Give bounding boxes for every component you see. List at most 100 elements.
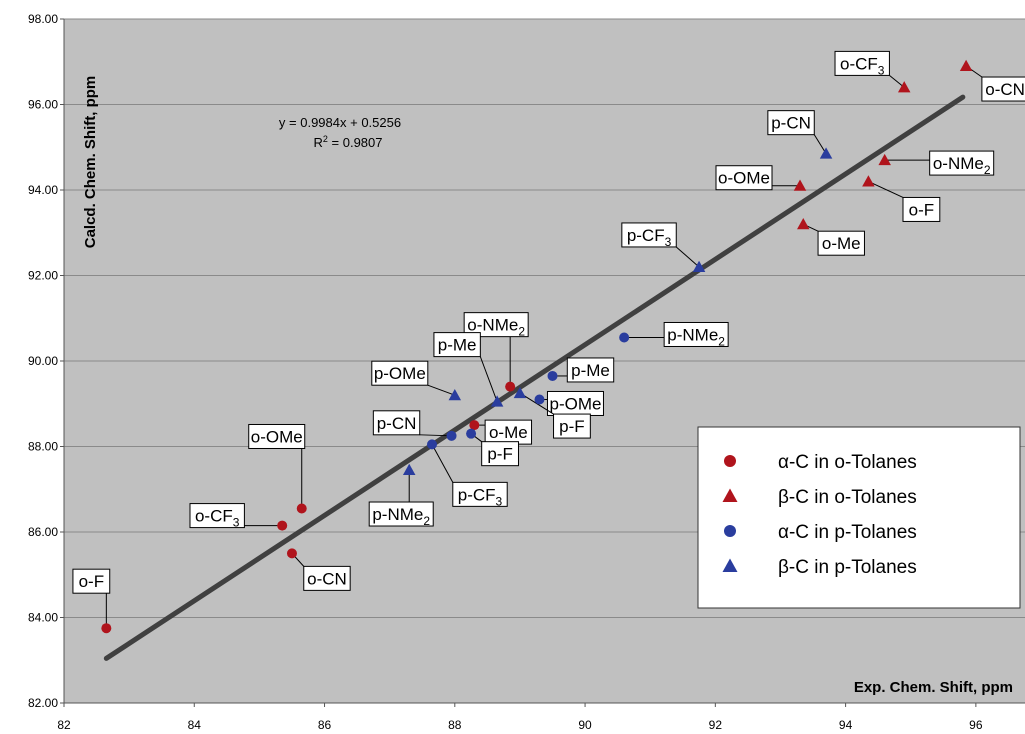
point-label: o-NMe2 (933, 154, 991, 177)
label-box (189, 503, 245, 529)
point-label: o-OMe (718, 169, 770, 188)
y-axis-label: Calcd. Chem. Shift, ppm (82, 76, 99, 249)
point-label: p-F (487, 445, 513, 464)
y-tick-label: 86.00 (28, 525, 58, 539)
label-box (248, 423, 306, 449)
point-label: p-Me (571, 361, 610, 380)
gridlines (64, 18, 1025, 618)
point-label: o-Me (822, 234, 861, 253)
data-point (862, 175, 875, 187)
label-box (715, 165, 773, 191)
trendline-equation: y = 0.9984x + 0.5256 R2 = 0.9807 (279, 115, 401, 150)
data-point (466, 428, 477, 439)
point-label: p-OMe (549, 394, 601, 413)
legend-label: α-C in o-Tolanes (778, 452, 917, 473)
label-box (929, 150, 995, 176)
point-label: o-CF3 (840, 54, 885, 77)
data-point (296, 503, 307, 514)
data-point (724, 455, 736, 467)
point-label: p-CF3 (627, 226, 672, 249)
data-point (427, 439, 438, 450)
point-label: p-NMe2 (667, 325, 725, 348)
point-label: o-F (909, 200, 935, 219)
data-point (505, 381, 516, 392)
y-tick-label: 82.00 (28, 696, 58, 710)
data-point (959, 59, 973, 72)
leader-line (431, 444, 454, 483)
data-point (692, 260, 706, 272)
data-point (878, 153, 891, 166)
leader-line (889, 75, 905, 88)
x-tick-label: 86 (318, 718, 332, 732)
x-tick-label: 90 (578, 718, 592, 732)
point-label: p-NMe2 (372, 505, 430, 528)
label-box (553, 413, 591, 439)
label-box (663, 321, 729, 347)
callout-labels: o-F o-CF3 o-OMe o-CN o-NMe2 o-Me o-CF3 o-CN o-OM… (72, 50, 1025, 629)
x-axis-label: Exp. Chem. Shift, ppm (854, 679, 1013, 696)
leader-line (479, 356, 498, 402)
trendline (103, 94, 966, 661)
leader-line (427, 384, 455, 396)
y-tick-label: 90.00 (28, 354, 58, 368)
y-tick-label: 88.00 (28, 440, 58, 454)
leader-line (813, 134, 827, 154)
legend-box (697, 426, 1021, 609)
y-tick-labels: 82.00 84.00 86.00 88.00 90.00 92.00 94.00 96.00… (28, 12, 64, 710)
legend-label: β-C in o-Tolanes (778, 487, 917, 508)
data-points (101, 59, 973, 634)
label-box (72, 568, 111, 594)
label-box (433, 332, 481, 358)
data-point (446, 430, 457, 441)
x-tick-label: 96 (969, 718, 983, 732)
data-point (724, 525, 736, 537)
leader-line (419, 434, 452, 437)
point-label: p-CN (377, 414, 417, 433)
point-label: o-F (79, 572, 105, 591)
point-label: o-NMe2 (467, 316, 525, 339)
x-tick-label: 92 (709, 718, 723, 732)
data-point (286, 548, 297, 559)
y-tick-label: 92.00 (28, 269, 58, 283)
label-box (546, 390, 604, 416)
point-label: o-CF3 (195, 507, 240, 530)
label-box (834, 50, 890, 76)
data-point (534, 394, 545, 405)
data-point (448, 388, 462, 401)
point-label: o-OMe (251, 427, 303, 446)
data-point (897, 81, 911, 93)
y-tick-label: 84.00 (28, 611, 58, 625)
x-tick-label: 88 (448, 718, 462, 732)
point-label: p-F (559, 417, 585, 436)
equation-text: y = 0.9984x + 0.5256 (279, 115, 401, 130)
y-tick-label: 98.00 (28, 12, 58, 26)
data-point (793, 179, 807, 191)
label-box (303, 565, 351, 591)
label-box (371, 360, 429, 386)
data-point (619, 332, 630, 343)
label-box (981, 76, 1025, 102)
data-point (722, 488, 738, 502)
data-point (469, 420, 480, 431)
data-point (277, 520, 288, 531)
r-squared-text: R2 = 0.9807 (314, 134, 383, 150)
point-label: p-CN (771, 114, 811, 133)
data-point (797, 217, 810, 230)
y-tick-label: 94.00 (28, 183, 58, 197)
y-tick-label: 96.00 (28, 98, 58, 112)
data-point (513, 386, 527, 399)
label-box (481, 441, 519, 467)
data-point (490, 395, 504, 407)
point-label: p-Me (438, 336, 477, 355)
label-box (817, 230, 865, 256)
label-box (566, 357, 615, 383)
label-box (372, 410, 421, 436)
x-tick-label: 84 (188, 718, 202, 732)
legend-label: β-C in p-Tolanes (778, 557, 917, 578)
data-point (722, 558, 738, 572)
x-tick-labels: 82 84 86 88 90 92 94 96 (57, 703, 983, 732)
label-box (767, 110, 815, 136)
data-point (819, 147, 833, 159)
legend: α-C in o-Tolanes β-C in o-Tolanes α-C in p… (697, 426, 1021, 609)
